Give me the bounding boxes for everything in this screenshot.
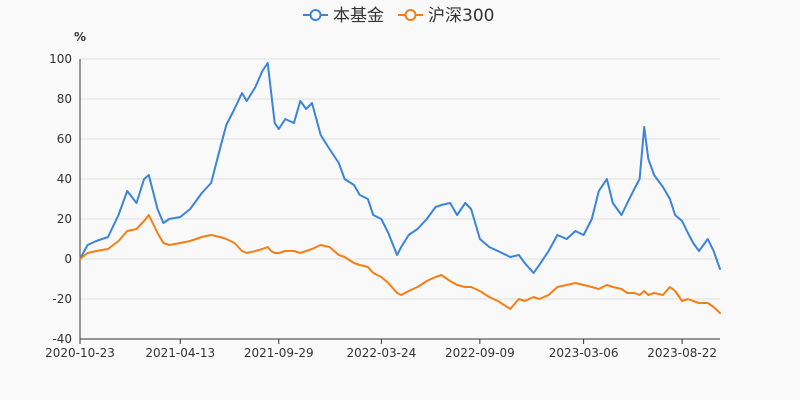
y-tick-label: 20 [57,212,72,226]
x-tick-label: 2022-09-09 [445,346,515,360]
legend-circle-icon [309,9,322,21]
series-line-0[interactable] [79,62,721,274]
x-tick-label: 2021-09-29 [244,346,314,360]
x-tick-label: 2021-04-13 [145,346,215,360]
legend-item-1[interactable]: 沪深300 [398,6,494,26]
legend[interactable]: 本基金 沪深300 [303,6,494,26]
y-axis: -40 -20 0 20 40 60 80 100 [49,52,81,346]
series-line-1[interactable] [79,214,721,314]
legend-label: 沪深300 [428,6,494,26]
x-tick-label: 2022-03-24 [346,346,416,360]
y-axis-unit-label: % [74,30,86,44]
series-layer [79,62,721,314]
y-tick-label: 80 [57,92,72,106]
y-tick-label: 60 [57,132,72,146]
y-tick-label: 100 [49,52,72,66]
y-tick-label: -40 [52,332,72,346]
legend-label: 本基金 [333,6,384,26]
x-axis: 2020-10-23 2021-04-13 2021-09-29 2022-03-24… [45,338,720,360]
y-tick-label: 0 [64,252,72,266]
x-tick-label: 2023-08-22 [647,346,717,360]
grid-lines [80,58,720,340]
legend-circle-icon [404,9,417,21]
y-tick-label: -20 [52,292,72,306]
legend-item-0[interactable]: 本基金 [303,6,384,26]
x-tick-label: 2023-03-06 [549,346,619,360]
y-tick-label: 40 [57,172,72,186]
x-tick-label: 2020-10-23 [45,346,115,360]
